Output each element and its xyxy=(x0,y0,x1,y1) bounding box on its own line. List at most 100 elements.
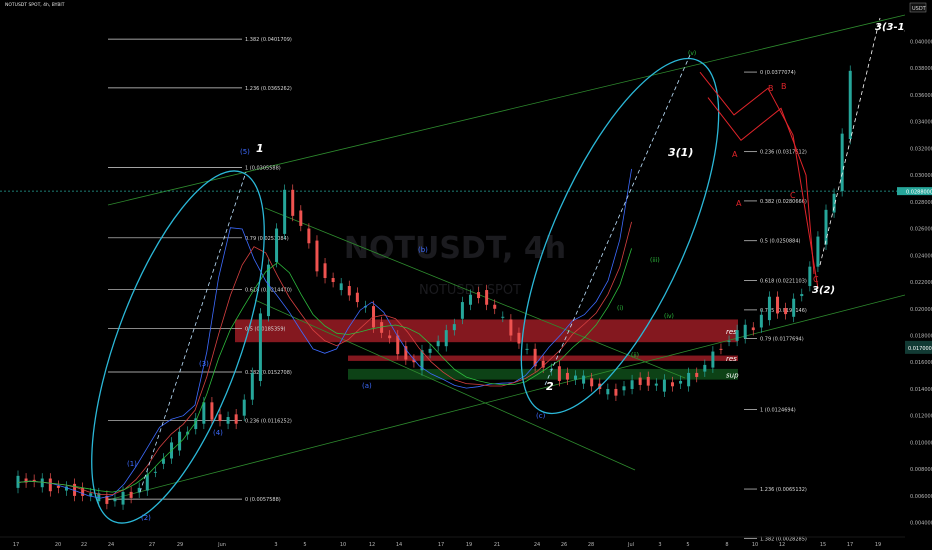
candle-body-13-0 xyxy=(226,417,230,424)
x-tick-16: 26 xyxy=(561,542,567,548)
candle-body-28-1 xyxy=(477,292,481,299)
x-tick-2: 22 xyxy=(81,542,87,548)
x-tick-3: 24 xyxy=(108,542,114,548)
candle-body-49-0 xyxy=(808,266,812,287)
candle-body-30-0 xyxy=(501,316,505,318)
moving-average-blue xyxy=(17,168,632,499)
symbol-header: NOTUSDT SPOT, 4h, BYBIT xyxy=(5,2,65,8)
candle-body-27-1 xyxy=(460,302,464,319)
x-tick-20: 5 xyxy=(686,542,689,548)
x-tick-21: 8 xyxy=(725,542,728,548)
fib-right-label-1: 0.236 (0.0317512) xyxy=(760,150,807,156)
candle-body-12-1 xyxy=(218,414,222,422)
candle-body-15-0 xyxy=(258,313,262,381)
wave-label-10: (a) xyxy=(362,382,372,390)
candle-body-6-0 xyxy=(113,499,117,502)
x-tick-12: 17 xyxy=(438,542,444,548)
candle-body-41-0 xyxy=(679,380,683,384)
zone-label-1: res xyxy=(726,355,737,363)
candle-body-40-1 xyxy=(670,382,674,387)
candle-body-2-0 xyxy=(48,478,52,492)
candle-body-44-1 xyxy=(735,330,739,341)
candle-body-34-1 xyxy=(574,375,578,380)
current-price-text: 0.0288000 xyxy=(906,190,932,196)
candle-body-0-1 xyxy=(24,478,28,483)
x-tick-14: 21 xyxy=(494,542,500,548)
candle-body-42-0 xyxy=(695,372,699,377)
wave-label-5: (1) xyxy=(127,460,137,468)
wave-label-8: (4) xyxy=(213,429,223,437)
wave-label-2: 3(1) xyxy=(668,146,693,159)
dashed-line-wave-1 xyxy=(139,171,247,493)
wave-label-13: (i) xyxy=(617,305,623,312)
candle-body-43-1 xyxy=(719,348,723,350)
wave-label-22: B xyxy=(781,82,787,91)
current-price-tag xyxy=(897,187,932,196)
candle-body-7-1 xyxy=(137,487,141,493)
candle-body-11-0 xyxy=(194,418,198,430)
x-tick-1: 20 xyxy=(55,542,61,548)
candle-body-50-0 xyxy=(824,209,828,245)
y-tick-2: 0.0360000 xyxy=(910,93,932,99)
ellipse-wave-1 xyxy=(91,170,265,524)
moving-average-red xyxy=(17,221,632,495)
wave-label-15: (iii) xyxy=(650,257,660,264)
fib-left-label-0: 1.382 (0.0401709) xyxy=(245,37,292,43)
candle-body-25-0 xyxy=(420,350,424,371)
wave-label-3: 3(2) xyxy=(812,285,835,296)
candle-body-5-1 xyxy=(105,495,109,504)
ellipse-wave-3 xyxy=(520,57,720,415)
candle-body-10-0 xyxy=(178,431,182,451)
x-tick-18: Jul xyxy=(627,542,634,548)
candle-body-51-0 xyxy=(840,133,844,192)
wave-label-0: 1 xyxy=(256,142,264,155)
wave-label-23: C xyxy=(813,275,819,284)
candle-body-16-0 xyxy=(275,228,279,262)
candle-body-20-1 xyxy=(347,286,351,296)
candle-body-17-0 xyxy=(291,189,295,216)
candle-body-45-0 xyxy=(743,324,747,339)
x-tick-19: 3 xyxy=(658,542,661,548)
candle-body-46-0 xyxy=(759,314,763,328)
candle-body-45-1 xyxy=(751,327,755,331)
candle-body-40-0 xyxy=(662,379,666,392)
candle-body-38-0 xyxy=(630,380,634,389)
y-tick-18: 0.0040000 xyxy=(910,521,932,527)
fib-left-label-7: 0.236 (0.0116252) xyxy=(245,419,292,425)
wave-label-9: (5) xyxy=(240,148,250,156)
candle-body-32-1 xyxy=(541,360,545,368)
y-axis-bg xyxy=(905,0,932,550)
candle-body-41-1 xyxy=(687,372,691,387)
right-marker-text: 0.0170000 xyxy=(908,346,932,352)
candle-body-44-0 xyxy=(727,340,731,342)
y-tick-7: 0.0260000 xyxy=(910,227,932,233)
wave-label-18: A xyxy=(732,150,738,159)
x-tick-9: 10 xyxy=(340,542,346,548)
candle-body-29-1 xyxy=(493,304,497,309)
candle-body-24-1 xyxy=(412,359,416,363)
wave-label-11: (b) xyxy=(418,246,428,254)
wave-label-19: B xyxy=(768,84,774,93)
candle-body-51-1 xyxy=(848,70,852,139)
y-tick-6: 0.0280000 xyxy=(910,200,932,206)
candle-body-20-0 xyxy=(339,283,343,291)
candle-body-11-1 xyxy=(202,402,206,424)
wave-label-6: (2) xyxy=(141,514,151,522)
fib-right-label-7: 1 (0.0124694) xyxy=(760,407,796,413)
y-tick-3: 0.0340000 xyxy=(910,120,932,126)
currency-label: USDT xyxy=(912,6,927,12)
fib-left-label-8: 0 (0.0057588) xyxy=(245,497,281,503)
x-tick-4: 27 xyxy=(149,542,155,548)
zone-label-0: res xyxy=(726,328,737,336)
candle-body-3-0 xyxy=(64,486,68,491)
x-tick-22: 10 xyxy=(752,542,758,548)
candle-body-15-1 xyxy=(266,264,270,317)
candle-body-33-1 xyxy=(557,366,561,381)
candle-body-5-0 xyxy=(97,493,101,502)
wave-label-12: (c) xyxy=(536,412,546,420)
candle-body-22-0 xyxy=(372,306,376,328)
candle-body-33-0 xyxy=(549,368,553,371)
fib-right-label-0: 0 (0.0377074) xyxy=(760,70,796,76)
